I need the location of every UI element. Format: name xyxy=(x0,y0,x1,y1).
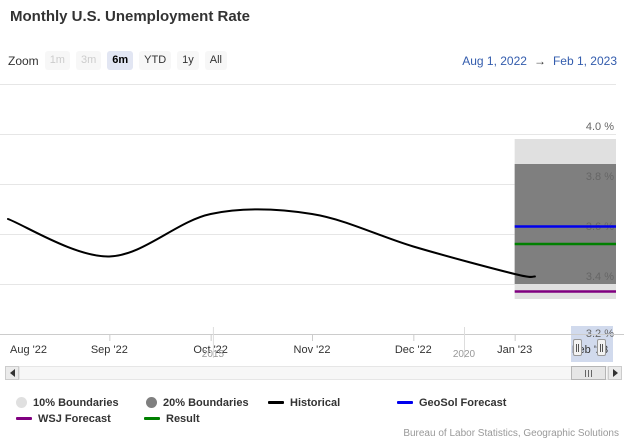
scrollbar-thumb[interactable] xyxy=(570,366,607,380)
legend-label: 20% Boundaries xyxy=(163,396,249,409)
legend-item-20-boundaries[interactable]: 20% Boundaries xyxy=(146,396,249,409)
scrollbar-right-button[interactable] xyxy=(608,366,622,380)
x-axis-label: Nov '22 xyxy=(294,344,331,356)
range-display: Aug 1, 2022 → Feb 1, 2023 xyxy=(462,54,617,68)
legend-item-result[interactable]: Result xyxy=(144,412,200,425)
legend-item-historical[interactable]: Historical xyxy=(268,396,340,409)
legend-label: 10% Boundaries xyxy=(33,396,119,409)
scrollbar-left-button[interactable] xyxy=(5,366,19,380)
legend-marker-historical xyxy=(268,401,284,404)
chart-title: Monthly U.S. Unemployment Rate xyxy=(10,8,251,25)
zoom-button-ytd[interactable]: YTD xyxy=(139,51,172,70)
x-axis-label: Sep '22 xyxy=(91,344,128,356)
y-axis-label: 3.6 % xyxy=(586,221,614,233)
y-axis-label: 4.0 % xyxy=(586,121,614,133)
x-axis-label: Jan '23 xyxy=(497,344,532,356)
range-to-input[interactable]: Feb 1, 2023 xyxy=(552,54,617,68)
legend-item-wsj-forecast[interactable]: WSJ Forecast xyxy=(16,412,111,425)
legend-label: WSJ Forecast xyxy=(38,412,111,425)
zoom-label: Zoom xyxy=(8,53,39,68)
legend-marker-wsj-forecast xyxy=(16,417,32,420)
zoom-button-3m: 3m xyxy=(75,51,102,70)
legend-item-10-boundaries[interactable]: 10% Boundaries xyxy=(16,396,119,409)
scrollbar-left-arrow-icon xyxy=(9,369,15,377)
legend-marker-result xyxy=(144,417,160,420)
forecast-band-10-boundaries xyxy=(514,139,616,299)
scrollbar-track[interactable] xyxy=(19,366,608,380)
chart-credits: Bureau of Labor Statistics, Geographic S… xyxy=(403,428,619,439)
zoom-buttons: 1m 3m 6m YTD 1y All xyxy=(44,51,233,70)
scrollbar-grip-icon xyxy=(585,369,593,377)
zoom-button-1m: 1m xyxy=(44,51,70,70)
zoom-button-all[interactable]: All xyxy=(204,51,228,70)
navigator-year-label: 2020 xyxy=(453,349,476,360)
legend-label: Historical xyxy=(290,396,341,409)
y-axis-label: 3.4 % xyxy=(586,271,614,283)
legend-marker-20-boundaries xyxy=(146,397,157,408)
legend-label: GeoSol Forecast xyxy=(419,396,507,409)
forecast-band-20-boundaries xyxy=(514,164,616,284)
x-axis-label: Dec '22 xyxy=(395,344,432,356)
legend-marker-10-boundaries xyxy=(16,397,27,408)
zoom-button-1y[interactable]: 1y xyxy=(177,51,199,70)
range-from-input[interactable]: Aug 1, 2022 xyxy=(462,54,527,68)
navigator-left-handle[interactable] xyxy=(573,339,582,356)
x-axis-label: Oct '22 xyxy=(193,344,228,356)
x-axis-label: Aug '22 xyxy=(10,344,47,356)
y-axis-label: 3.8 % xyxy=(586,171,614,183)
historical-line xyxy=(7,208,536,278)
navigator-right-handle[interactable] xyxy=(596,339,606,356)
zoom-button-6m[interactable]: 6m xyxy=(107,51,134,70)
legend-label: Result xyxy=(166,412,200,425)
legend-marker-geosol-forecast xyxy=(397,401,413,404)
legend-item-geosol-forecast[interactable]: GeoSol Forecast xyxy=(397,396,506,409)
navigator-year-label: 2015 xyxy=(202,349,225,360)
scrollbar-right-arrow-icon xyxy=(612,369,618,377)
range-selector-toolbar: Zoom 1m 3m 6m YTD 1y All xyxy=(8,51,233,70)
range-arrow-icon: → xyxy=(533,54,546,68)
